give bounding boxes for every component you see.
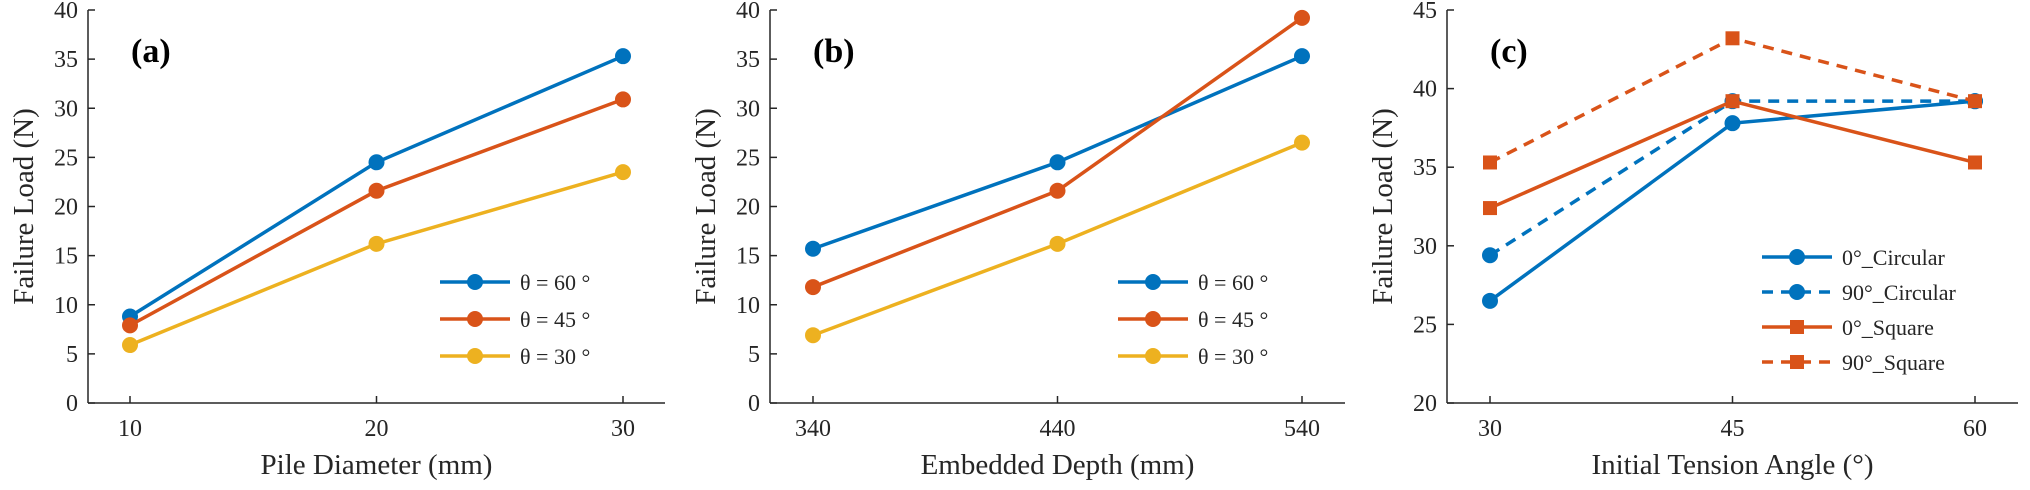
legend-marker — [1790, 320, 1804, 334]
data-point — [1482, 292, 1498, 309]
y-tick-label: 5 — [66, 342, 78, 368]
y-tick-label: 20 — [736, 195, 760, 221]
y-tick-label: 40 — [54, 0, 78, 24]
legend-label: 0°_Circular — [1842, 245, 1946, 270]
chart-panel-2: 0 5 10 15 20 25 30 35 40 340 440 540 Embedded Depth … — [690, 0, 1345, 481]
legend-marker — [467, 274, 483, 290]
y-tick-label: 0 — [748, 391, 760, 417]
legend-label: 90°_Square — [1842, 350, 1945, 375]
y-tick-label: 45 — [1413, 0, 1437, 24]
x-tick-label: 340 — [795, 416, 831, 442]
data-point — [805, 240, 821, 257]
x-tick-label: 20 — [365, 416, 389, 442]
y-axis-label: Failure Load (N) — [1367, 108, 1399, 305]
y-tick-label: 20 — [54, 195, 78, 221]
x-axis-label: Initial Tension Angle (°) — [1591, 449, 1873, 481]
chart-panel-1: 0 5 10 15 20 25 30 35 40 10 20 30 Pile Diameter (mm)… — [8, 0, 665, 481]
legend: 0°_Circular 90°_Circular 0°_Square 90°_Squa… — [1752, 235, 2012, 385]
data-point — [1294, 48, 1310, 65]
x-tick-label: 540 — [1284, 416, 1320, 442]
data-point — [368, 235, 385, 252]
y-tick-label: 30 — [736, 96, 760, 122]
legend: θ = 60 ° θ = 45 ° θ = 30 ° — [1108, 260, 1333, 378]
y-tick-label: 10 — [736, 293, 760, 319]
data-point — [615, 91, 631, 108]
y-tick-label: 35 — [736, 47, 760, 73]
y-tick-label: 40 — [736, 0, 760, 24]
panel-tag: (a) — [131, 33, 171, 70]
y-tick-label: 25 — [1413, 312, 1437, 338]
legend-label: θ = 30 ° — [520, 344, 590, 369]
data-point — [1049, 154, 1066, 171]
data-point — [1482, 247, 1498, 264]
series-line — [812, 54, 1303, 251]
legend-marker — [1145, 311, 1161, 327]
y-tick-label: 5 — [748, 342, 760, 368]
data-point — [1294, 9, 1310, 26]
legend-marker — [1789, 284, 1805, 300]
y-tick-label: 35 — [1413, 155, 1437, 181]
y-tick-label: 15 — [54, 244, 78, 270]
x-tick-label: 30 — [611, 416, 635, 442]
data-point — [1725, 31, 1740, 46]
data-point — [122, 317, 138, 334]
x-tick-label: 440 — [1040, 416, 1076, 442]
data-point — [1294, 134, 1310, 151]
data-point — [1725, 94, 1740, 109]
data-point — [1483, 155, 1497, 170]
x-tick-label: 30 — [1478, 416, 1502, 442]
legend-label: 90°_Circular — [1842, 280, 1957, 305]
legend: θ = 60 ° θ = 45 ° θ = 30 ° — [430, 260, 655, 378]
data-point — [368, 154, 385, 171]
data-point — [1483, 201, 1497, 216]
data-point — [805, 327, 821, 344]
data-point — [1968, 155, 1982, 170]
data-point — [1724, 115, 1741, 132]
y-tick-label: 15 — [736, 244, 760, 270]
data-point — [122, 337, 138, 354]
data-point — [1049, 182, 1066, 199]
data-point — [615, 48, 631, 65]
legend-marker — [467, 348, 483, 364]
x-axis-label: Pile Diameter (mm) — [261, 449, 493, 481]
x-tick-label: 60 — [1963, 416, 1987, 442]
chart-panel-3: 20 25 30 35 40 45 30 45 60 Initial Tension Angle … — [1367, 0, 2018, 481]
data-point — [1968, 94, 1982, 109]
legend-marker — [467, 311, 483, 327]
legend-marker — [1145, 348, 1161, 364]
y-axis-label: Failure Load (N) — [690, 108, 722, 305]
panel-tag: (b) — [813, 33, 855, 70]
legend-label: θ = 60 ° — [520, 270, 590, 295]
y-tick-label: 20 — [1413, 391, 1437, 417]
y-tick-label: 0 — [66, 391, 78, 417]
y-tick-label: 35 — [54, 47, 78, 73]
legend-marker — [1790, 355, 1804, 369]
legend-label: θ = 30 ° — [1198, 344, 1268, 369]
y-axis-label: Failure Load (N) — [8, 108, 40, 305]
x-axis-label: Embedded Depth (mm) — [921, 449, 1195, 481]
y-tick-label: 25 — [736, 145, 760, 171]
legend-label: θ = 45 ° — [520, 307, 590, 332]
legend-marker — [1145, 274, 1161, 290]
data-point — [805, 279, 821, 296]
data-point — [615, 164, 631, 181]
x-tick-label: 45 — [1721, 416, 1745, 442]
x-tick-label: 10 — [118, 416, 142, 442]
y-tick-label: 25 — [54, 145, 78, 171]
legend-label: θ = 60 ° — [1198, 270, 1268, 295]
y-tick-label: 40 — [1413, 77, 1437, 103]
y-tick-label: 30 — [54, 96, 78, 122]
legend-marker — [1789, 249, 1805, 265]
legend-label: θ = 45 ° — [1198, 307, 1268, 332]
y-tick-label: 10 — [54, 293, 78, 319]
panel-tag: (c) — [1490, 33, 1528, 70]
data-point — [368, 182, 385, 199]
y-tick-label: 30 — [1413, 234, 1437, 260]
legend-label: 0°_Square — [1842, 315, 1934, 340]
data-point — [1049, 235, 1066, 252]
